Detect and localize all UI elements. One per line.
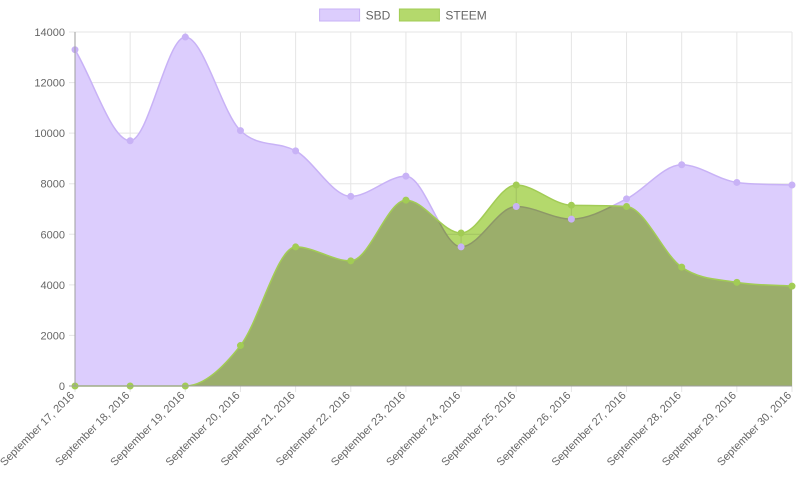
point-steem[interactable] [347, 257, 355, 265]
point-steem[interactable] [678, 263, 686, 271]
point-steem[interactable] [788, 282, 796, 290]
point-sbd[interactable] [181, 33, 189, 41]
point-sbd[interactable] [236, 127, 244, 135]
point-steem[interactable] [733, 278, 741, 286]
point-sbd[interactable] [567, 215, 575, 223]
legend-label-steem[interactable]: STEEM [445, 9, 486, 23]
point-steem[interactable] [236, 342, 244, 350]
y-tick-label: 12000 [34, 78, 65, 90]
y-tick-label: 2000 [41, 330, 65, 342]
y-tick-label: 14000 [34, 27, 65, 39]
point-steem[interactable] [567, 201, 575, 209]
point-sbd[interactable] [512, 202, 520, 210]
series-areas [74, 36, 793, 387]
y-tick-label: 8000 [41, 179, 65, 191]
point-sbd[interactable] [457, 243, 465, 251]
point-sbd[interactable] [347, 192, 355, 200]
legend: SBD STEEM [319, 8, 487, 23]
point-steem[interactable] [402, 196, 410, 204]
point-sbd[interactable] [126, 137, 134, 145]
area-steem [75, 184, 792, 386]
point-sbd[interactable] [788, 181, 796, 189]
point-sbd[interactable] [678, 161, 686, 169]
legend-swatch-sbd[interactable] [319, 8, 361, 22]
point-sbd[interactable] [623, 195, 631, 203]
legend-swatch-steem[interactable] [398, 8, 440, 22]
point-sbd[interactable] [402, 172, 410, 180]
point-sbd[interactable] [292, 147, 300, 155]
point-steem[interactable] [292, 243, 300, 251]
point-steem[interactable] [623, 202, 631, 210]
point-steem[interactable] [457, 229, 465, 237]
point-sbd[interactable] [733, 178, 741, 186]
legend-label-sbd[interactable]: SBD [366, 9, 391, 23]
y-tick-label: 10000 [34, 128, 65, 140]
line-steem [75, 184, 793, 387]
point-steem[interactable] [512, 181, 520, 189]
y-tick-label: 6000 [41, 229, 65, 241]
y-tick-label: 0 [59, 381, 65, 393]
y-tick-label: 4000 [41, 280, 65, 292]
